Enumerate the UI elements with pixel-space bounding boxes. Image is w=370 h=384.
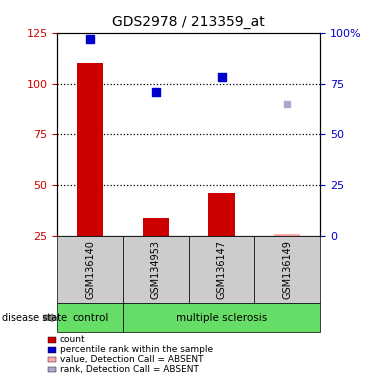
Text: GSM134953: GSM134953 [151, 240, 161, 299]
Title: GDS2978 / 213359_at: GDS2978 / 213359_at [112, 15, 265, 29]
Bar [77, 63, 103, 236]
Text: count: count [60, 335, 85, 344]
Text: GSM136140: GSM136140 [85, 240, 95, 299]
Text: rank, Detection Call = ABSENT: rank, Detection Call = ABSENT [60, 365, 199, 374]
Bar [208, 194, 235, 236]
Point [284, 101, 290, 107]
Point [87, 36, 93, 42]
Text: value, Detection Call = ABSENT: value, Detection Call = ABSENT [60, 355, 204, 364]
Point [153, 89, 159, 95]
Bar [274, 234, 300, 236]
Text: GSM136149: GSM136149 [282, 240, 292, 299]
Text: GSM136147: GSM136147 [216, 240, 226, 299]
Text: multiple sclerosis: multiple sclerosis [176, 313, 267, 323]
Text: control: control [72, 313, 108, 323]
Text: percentile rank within the sample: percentile rank within the sample [60, 345, 213, 354]
Bar [143, 218, 169, 236]
Point [219, 74, 225, 81]
Text: disease state: disease state [2, 313, 67, 323]
